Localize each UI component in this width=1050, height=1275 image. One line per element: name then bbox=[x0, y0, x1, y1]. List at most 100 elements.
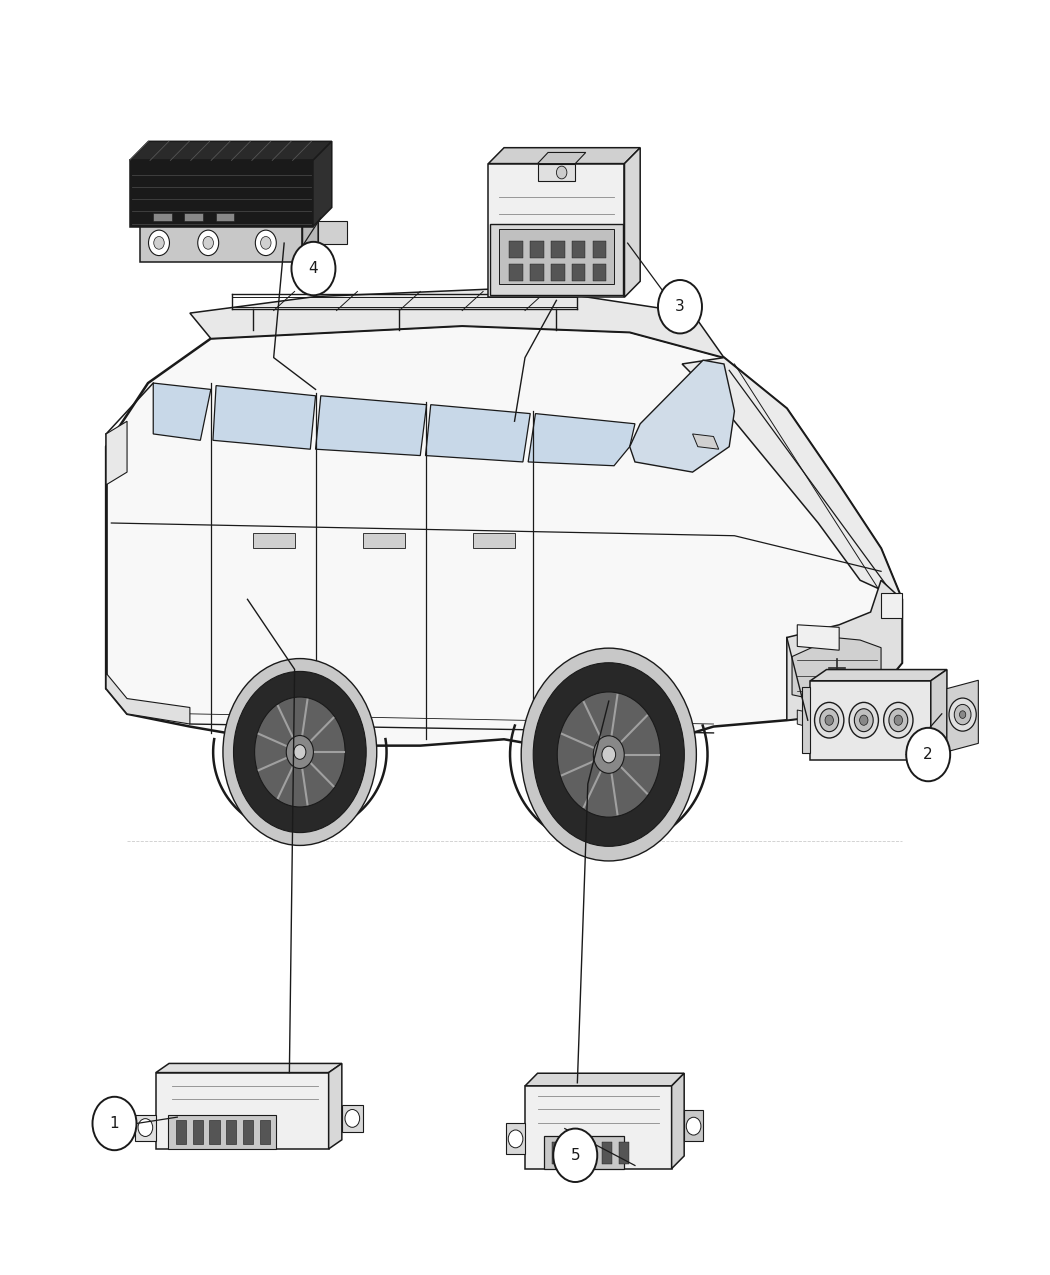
Polygon shape bbox=[106, 421, 127, 484]
Text: 2: 2 bbox=[923, 747, 933, 762]
Circle shape bbox=[658, 280, 702, 334]
Bar bbox=[152, 213, 171, 222]
Circle shape bbox=[960, 710, 966, 718]
Bar bbox=[168, 1114, 275, 1149]
Circle shape bbox=[825, 715, 834, 725]
Text: 4: 4 bbox=[309, 261, 318, 277]
Polygon shape bbox=[792, 638, 881, 704]
Circle shape bbox=[895, 715, 903, 725]
Circle shape bbox=[203, 236, 213, 249]
Bar bbox=[552, 1142, 562, 1164]
Circle shape bbox=[345, 1109, 360, 1127]
Text: 5: 5 bbox=[570, 1148, 580, 1163]
Polygon shape bbox=[155, 1063, 342, 1072]
Text: 3: 3 bbox=[675, 300, 685, 314]
Bar bbox=[572, 264, 586, 280]
Polygon shape bbox=[190, 288, 723, 357]
Circle shape bbox=[949, 697, 977, 731]
Circle shape bbox=[556, 166, 567, 178]
Bar bbox=[243, 1119, 253, 1144]
Polygon shape bbox=[693, 434, 719, 449]
Circle shape bbox=[855, 709, 874, 732]
Circle shape bbox=[593, 736, 625, 774]
Polygon shape bbox=[802, 687, 811, 754]
Polygon shape bbox=[682, 357, 902, 599]
Polygon shape bbox=[490, 223, 623, 295]
Circle shape bbox=[508, 1130, 523, 1148]
Bar bbox=[209, 1119, 219, 1144]
Polygon shape bbox=[488, 163, 625, 297]
Circle shape bbox=[533, 663, 685, 847]
Polygon shape bbox=[499, 228, 614, 284]
Polygon shape bbox=[134, 1114, 155, 1141]
Circle shape bbox=[260, 236, 271, 249]
Bar bbox=[184, 213, 203, 222]
Polygon shape bbox=[947, 681, 979, 752]
Polygon shape bbox=[329, 1063, 342, 1149]
Circle shape bbox=[860, 715, 868, 725]
Polygon shape bbox=[106, 673, 190, 724]
Polygon shape bbox=[544, 1136, 625, 1169]
Polygon shape bbox=[313, 142, 332, 227]
Polygon shape bbox=[685, 1111, 704, 1141]
Circle shape bbox=[233, 672, 366, 833]
Bar bbox=[509, 241, 523, 258]
Polygon shape bbox=[525, 1074, 685, 1086]
Bar bbox=[259, 1119, 270, 1144]
Polygon shape bbox=[786, 580, 902, 720]
Polygon shape bbox=[797, 708, 881, 736]
Circle shape bbox=[884, 703, 914, 738]
Bar bbox=[530, 241, 544, 258]
Polygon shape bbox=[140, 223, 302, 263]
Circle shape bbox=[558, 692, 660, 817]
Bar bbox=[569, 1142, 579, 1164]
Polygon shape bbox=[425, 404, 530, 462]
Circle shape bbox=[553, 1128, 597, 1182]
Polygon shape bbox=[930, 669, 947, 760]
Bar bbox=[593, 264, 607, 280]
Bar bbox=[603, 1142, 612, 1164]
Circle shape bbox=[254, 697, 345, 807]
Bar bbox=[175, 1119, 186, 1144]
Text: 1: 1 bbox=[109, 1116, 120, 1131]
Polygon shape bbox=[106, 326, 902, 752]
Polygon shape bbox=[625, 148, 640, 297]
Polygon shape bbox=[213, 385, 316, 449]
Bar bbox=[620, 1142, 629, 1164]
Polygon shape bbox=[672, 1074, 685, 1169]
Polygon shape bbox=[538, 163, 575, 181]
Bar bbox=[593, 241, 607, 258]
Bar bbox=[572, 241, 586, 258]
Bar bbox=[192, 1119, 203, 1144]
Polygon shape bbox=[316, 395, 426, 455]
Polygon shape bbox=[528, 413, 635, 465]
Bar bbox=[226, 1119, 236, 1144]
Polygon shape bbox=[155, 1072, 329, 1149]
Bar bbox=[472, 533, 514, 548]
Circle shape bbox=[255, 230, 276, 255]
Circle shape bbox=[889, 709, 908, 732]
Circle shape bbox=[223, 659, 377, 845]
Circle shape bbox=[820, 709, 839, 732]
Polygon shape bbox=[342, 1105, 363, 1132]
Circle shape bbox=[602, 746, 615, 762]
Circle shape bbox=[138, 1118, 152, 1136]
Polygon shape bbox=[525, 1086, 672, 1169]
Bar bbox=[530, 264, 544, 280]
Circle shape bbox=[521, 648, 696, 861]
Polygon shape bbox=[797, 625, 839, 650]
Circle shape bbox=[292, 242, 335, 296]
Circle shape bbox=[815, 703, 844, 738]
Circle shape bbox=[92, 1096, 136, 1150]
Circle shape bbox=[197, 230, 218, 255]
Bar bbox=[215, 213, 234, 222]
Polygon shape bbox=[129, 161, 313, 227]
Bar bbox=[362, 533, 404, 548]
Polygon shape bbox=[811, 669, 947, 681]
Polygon shape bbox=[881, 593, 902, 618]
Circle shape bbox=[906, 728, 950, 782]
Circle shape bbox=[687, 1117, 701, 1135]
Polygon shape bbox=[506, 1123, 525, 1154]
Bar bbox=[586, 1142, 595, 1164]
Polygon shape bbox=[318, 222, 348, 245]
